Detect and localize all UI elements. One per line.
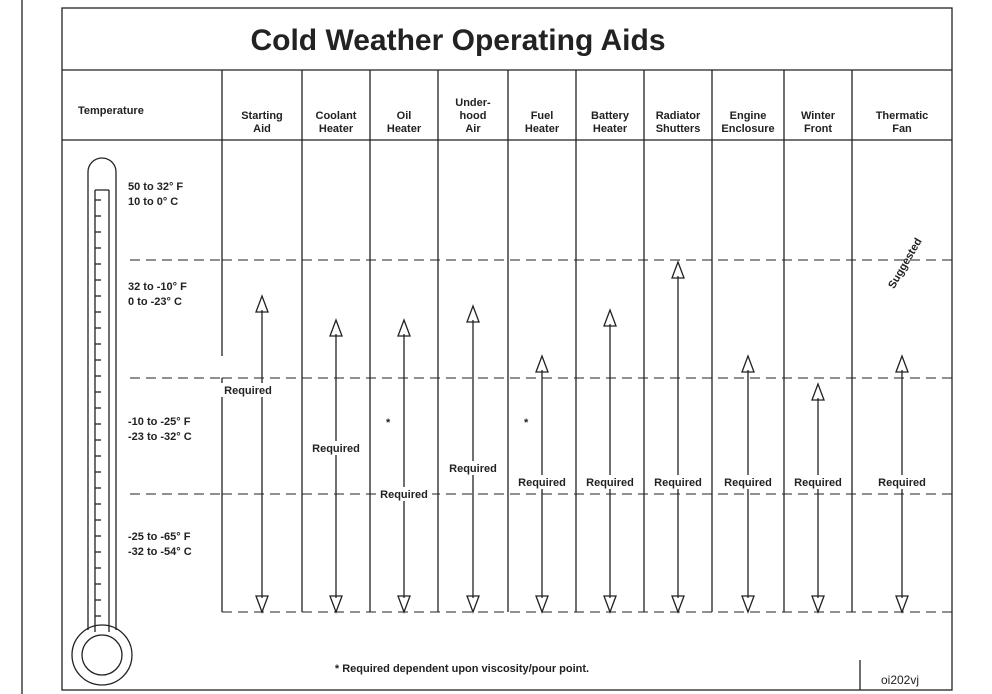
status-label: Required bbox=[449, 463, 497, 475]
range-celsius: 10 to 0° C bbox=[128, 196, 178, 208]
thermometer-bulb-inner bbox=[82, 635, 122, 675]
column-heading: Aid bbox=[253, 123, 271, 135]
arrow-head-down bbox=[742, 596, 754, 612]
footnote: * Required dependent upon viscosity/pour… bbox=[335, 663, 589, 675]
column-heading: Enclosure bbox=[721, 123, 774, 135]
column-heading: Winter bbox=[801, 110, 836, 122]
range-celsius: -32 to -54° C bbox=[128, 546, 192, 558]
status-label: Required bbox=[878, 477, 926, 489]
column-heading: Heater bbox=[387, 123, 422, 135]
arrow-head-down bbox=[330, 596, 342, 612]
temperature-heading: Temperature bbox=[78, 105, 144, 117]
arrow-head-up bbox=[467, 306, 479, 322]
column-heading: Starting bbox=[241, 110, 283, 122]
column-heading: Front bbox=[804, 123, 832, 135]
column-heading: Heater bbox=[319, 123, 354, 135]
status-label: Required bbox=[654, 477, 702, 489]
arrow-head-down bbox=[604, 596, 616, 612]
thermometer-tube bbox=[88, 158, 116, 630]
column-heading: Radiator bbox=[656, 110, 701, 122]
status-label: Required bbox=[312, 443, 360, 455]
title: Cold Weather Operating Aids bbox=[250, 24, 665, 57]
arrow-head-up bbox=[256, 296, 268, 312]
column-heading: Engine bbox=[730, 110, 767, 122]
arrow-head-down bbox=[467, 596, 479, 612]
column-heading: Thermatic bbox=[876, 110, 929, 122]
status-label: Required bbox=[586, 477, 634, 489]
arrow-head-down bbox=[672, 596, 684, 612]
column-heading: Oil bbox=[397, 110, 412, 122]
range-fahrenheit: -10 to -25° F bbox=[128, 416, 191, 428]
arrow-head-up bbox=[812, 384, 824, 400]
status-label: Required bbox=[724, 477, 772, 489]
column-heading: hood bbox=[460, 110, 487, 122]
note-mark: * bbox=[386, 417, 391, 429]
range-fahrenheit: -25 to -65° F bbox=[128, 531, 191, 543]
status-label: Required bbox=[794, 477, 842, 489]
note-mark: * bbox=[524, 417, 529, 429]
page: Cold Weather Operating Aids Temperature … bbox=[0, 0, 992, 694]
status-label: Required bbox=[380, 489, 428, 501]
column-heading: Battery bbox=[591, 110, 630, 122]
column-heading: Heater bbox=[525, 123, 560, 135]
figure-code: oi202vj bbox=[881, 673, 919, 687]
column-heading: Under- bbox=[455, 97, 491, 109]
arrow-head-up bbox=[742, 356, 754, 372]
status-label: Required bbox=[224, 385, 272, 397]
range-fahrenheit: 50 to 32° F bbox=[128, 181, 183, 193]
arrow-head-down bbox=[812, 596, 824, 612]
range-celsius: -23 to -32° C bbox=[128, 431, 192, 443]
arrow-head-up bbox=[896, 356, 908, 372]
status-label: Required bbox=[518, 477, 566, 489]
column-heading: Heater bbox=[593, 123, 628, 135]
arrow-head-down bbox=[536, 596, 548, 612]
thermometer-bulb bbox=[72, 625, 132, 685]
range-celsius: 0 to -23° C bbox=[128, 296, 182, 308]
arrow-head-down bbox=[896, 596, 908, 612]
column-heading: Fuel bbox=[531, 110, 554, 122]
arrow-head-up bbox=[536, 356, 548, 372]
arrow-head-up bbox=[672, 262, 684, 278]
column-heading: Air bbox=[465, 123, 481, 135]
arrow-head-down bbox=[256, 596, 268, 612]
range-fahrenheit: 32 to -10° F bbox=[128, 281, 187, 293]
thermometer-column bbox=[95, 190, 109, 632]
column-heading: Coolant bbox=[316, 110, 357, 122]
arrow-head-up bbox=[604, 310, 616, 326]
extra-label: Suggested bbox=[886, 236, 925, 291]
arrow-head-down bbox=[398, 596, 410, 612]
arrow-head-up bbox=[330, 320, 342, 336]
arrow-head-up bbox=[398, 320, 410, 336]
column-heading: Shutters bbox=[656, 123, 701, 135]
column-heading: Fan bbox=[892, 123, 912, 135]
